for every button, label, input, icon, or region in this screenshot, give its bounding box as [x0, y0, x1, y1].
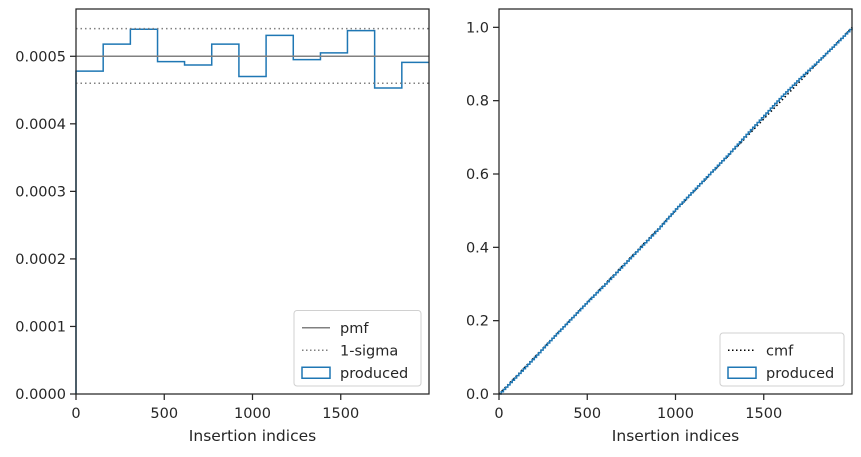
- x-tick-label: 1000: [234, 406, 271, 422]
- legend-handle-produced: [727, 366, 757, 379]
- y-tick-label: 0.0003: [15, 184, 66, 200]
- pmf-histogram-panel: 0 500 1000 1500 0.0000 0.0001 0.0002 0.0003 0.00…: [15, 8, 430, 445]
- legend-label-produced: produced: [766, 366, 834, 382]
- x-tick-label: 1500: [745, 406, 782, 422]
- y-tick-label: 0.6: [466, 167, 489, 183]
- y-tick-label: 1.0: [466, 20, 489, 36]
- histogram-bin: [266, 35, 293, 394]
- series-produced: [499, 27, 853, 395]
- histogram-bin: [158, 62, 185, 394]
- y-tick-label: 0.0004: [15, 117, 66, 133]
- x-axis-label: Insertion indices: [189, 427, 316, 445]
- legend-frame: [719, 332, 845, 387]
- y-tick-label: 0.2: [466, 314, 489, 330]
- legend-label-pmf: pmf: [340, 321, 369, 337]
- legend-handle-produced: [301, 366, 331, 379]
- y-tick-label: 0.8: [466, 94, 489, 110]
- legend-label-1-sigma: 1-sigma: [340, 343, 398, 359]
- y-tick-label: 0.0000: [15, 387, 66, 403]
- x-tick-label: 500: [150, 406, 178, 422]
- legend: pmf 1-sigma produced: [293, 310, 422, 387]
- x-tick-label: 500: [573, 406, 601, 422]
- histogram-bin: [185, 65, 212, 394]
- y-tick-label: 0.0: [466, 387, 489, 403]
- legend-label-produced: produced: [340, 366, 408, 382]
- histogram-bin: [239, 77, 266, 394]
- histogram-bin: [103, 44, 130, 394]
- x-tick-label: 1000: [657, 406, 694, 422]
- legend: cmf produced: [719, 332, 845, 387]
- cmf-line-panel: 0 500 1000 1500 0.0 0.2 0.4 0.6 0.8 1.0 Insertion…: [466, 8, 853, 445]
- series-produced: [75, 28, 429, 394]
- x-tick-label: 0: [71, 406, 80, 422]
- y-tick-label: 0.4: [466, 240, 489, 256]
- histogram-bin: [76, 71, 103, 394]
- y-tick-label: 0.0002: [15, 252, 66, 268]
- y-tick-label: 0.0001: [15, 319, 66, 335]
- legend-label-cmf: cmf: [766, 343, 794, 359]
- x-axis-label: Insertion indices: [612, 427, 739, 445]
- x-tick-label: 0: [494, 406, 503, 422]
- y-tick-label: 0.0005: [15, 49, 66, 65]
- x-tick-label: 1500: [322, 406, 359, 422]
- histogram-bin: [212, 44, 239, 394]
